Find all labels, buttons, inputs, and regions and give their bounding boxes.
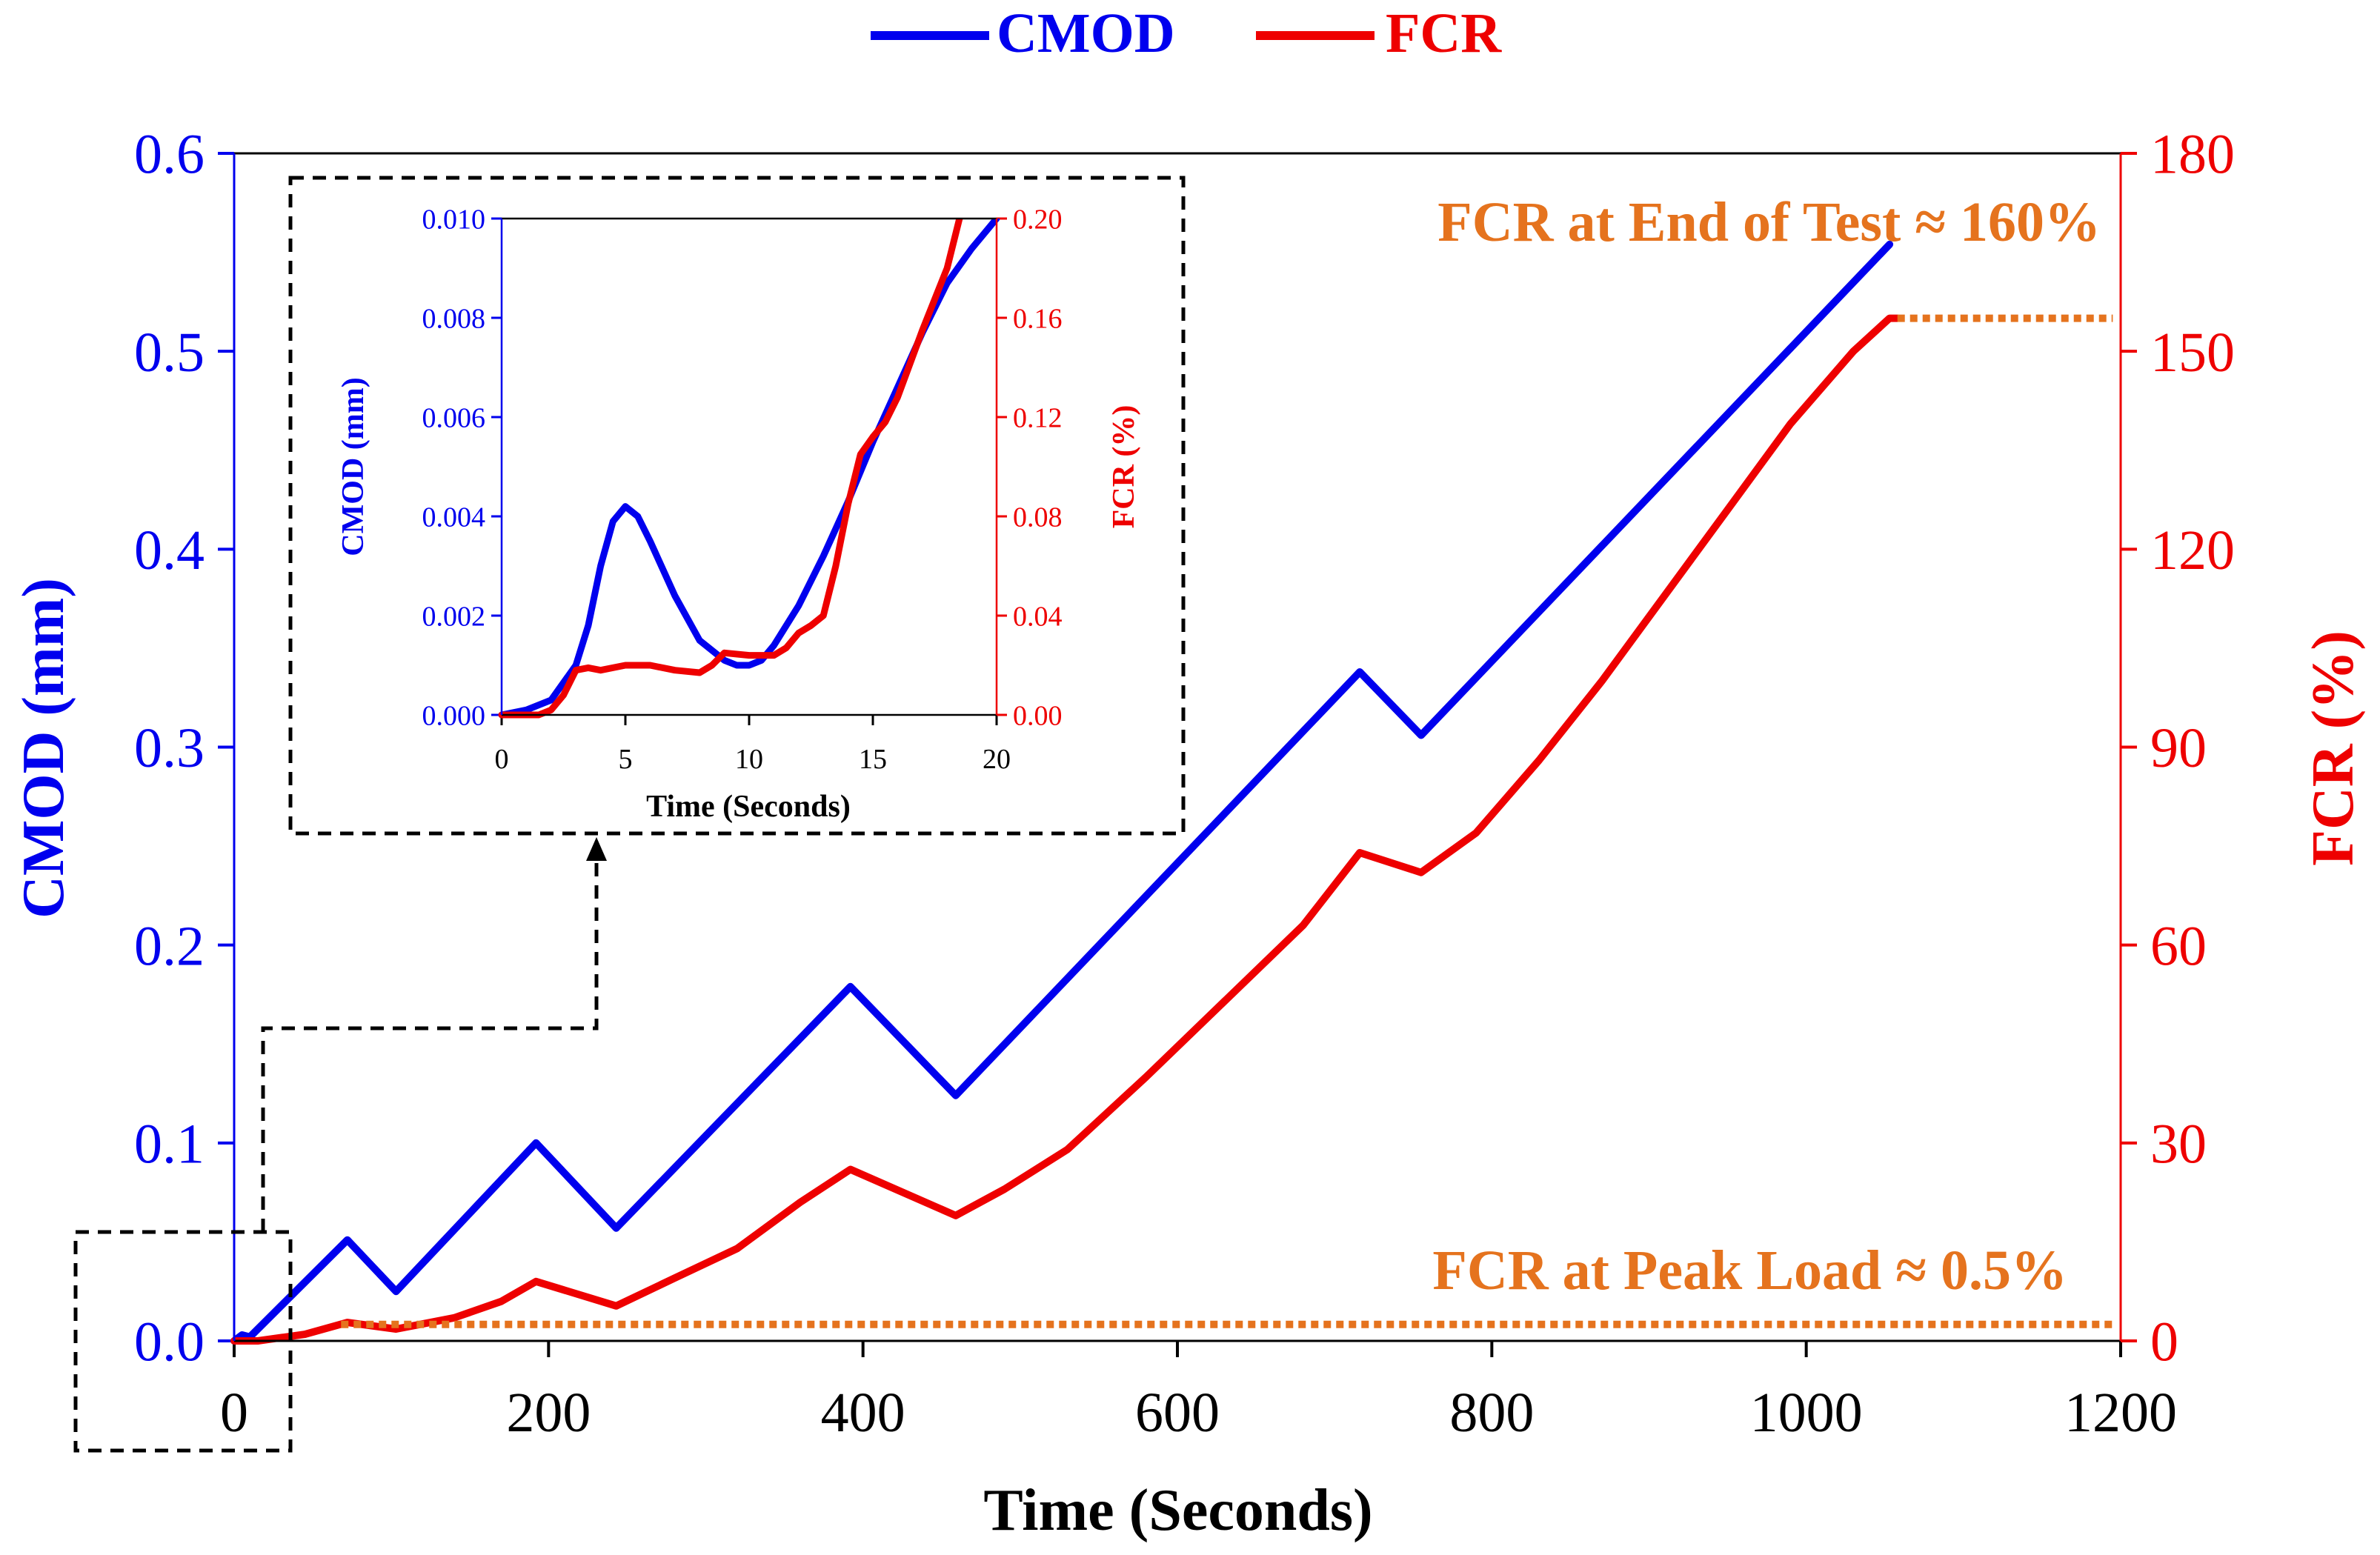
inset-y-left-tick-label: 0.008	[422, 303, 486, 334]
inset-x-tick-label: 15	[859, 744, 887, 775]
inset-y-right-tick-label: 0.00	[1013, 700, 1063, 731]
inset-x-tick-label: 20	[983, 744, 1011, 775]
main-y-right-tick-label: 120	[2150, 519, 2235, 582]
main-y-right-tick-label: 30	[2150, 1113, 2207, 1175]
inset-x-tick-label: 0	[495, 744, 509, 775]
main-chart: 0 200 400 600 800 1000 12000.00.10.20.30.40.50…	[11, 124, 2366, 1543]
main-x-tick-label: 1000	[1750, 1382, 1863, 1444]
inset-series	[498, 219, 1000, 719]
main-y-left-tick-label: 0.1	[134, 1113, 205, 1175]
legend-cmod-label: CMOD	[997, 2, 1175, 64]
inset-y-left-tick-label: 0.010	[422, 204, 486, 235]
inset-y-right-tick-label: 0.20	[1013, 204, 1063, 235]
main-y-right-tick-label: 150	[2150, 322, 2235, 384]
main-x-tick-label: 200	[506, 1382, 591, 1444]
main-x-tick-label: 1200	[2064, 1382, 2177, 1444]
inset-tick-labels: 0 5 10 15 20 0.000 0.002 0.004 0.006 0.008 0.010 0.…	[422, 204, 1063, 775]
legend-fcr-label: FCR	[1386, 2, 1502, 64]
main-series-fcr	[230, 314, 1901, 1345]
main-y-right-tick-label: 60	[2150, 915, 2207, 977]
inset-y-right-title: FCR (%)	[1107, 405, 1141, 529]
main-x-tick-label: 600	[1135, 1382, 1220, 1444]
main-series-cmod	[230, 240, 1894, 1345]
main-y-left-tick-label: 0.2	[134, 915, 205, 977]
annotations: FCR at End of Test ≈ 160% FCR at Peak Lo…	[341, 191, 2113, 1328]
inset-y-right-tick-label: 0.04	[1013, 601, 1063, 632]
main-y-right-tick-label: 0	[2150, 1311, 2178, 1373]
main-y-left-tick-label: 0.0	[134, 1311, 205, 1373]
zoom-connector	[261, 845, 599, 1232]
main-tick-labels: 0 200 400 600 800 1000 12000.00.10.20.30.40.50…	[134, 124, 2235, 1444]
inset-y-left-tick-label: 0.002	[422, 601, 486, 632]
main-y-left-tick-label: 0.4	[134, 519, 205, 582]
inset-y-right-tick-label: 0.12	[1013, 402, 1063, 433]
inset-series-cmod	[498, 219, 1000, 719]
main-y-left-tick-label: 0.6	[134, 124, 205, 186]
inset-frame	[500, 217, 998, 716]
zoom-source-box	[73, 1230, 293, 1453]
inset-y-left-tick-label: 0.006	[422, 402, 486, 433]
main-x-tick-label: 800	[1449, 1382, 1534, 1444]
main-y-left-title: CMOD (mm)	[11, 578, 76, 919]
main-y-right-title: FCR (%)	[2301, 630, 2366, 866]
peak-load-annotation: FCR at Peak Load ≈ 0.5%	[1432, 1239, 2067, 1302]
main-grid-and-ticks	[218, 152, 2137, 1357]
end-of-test-annotation: FCR at End of Test ≈ 160%	[1437, 191, 2101, 253]
inset-series-fcr	[498, 219, 963, 719]
inset-y-right-tick-label: 0.16	[1013, 303, 1063, 334]
zoom-arrow-head	[586, 837, 607, 861]
inset-x-axis-title: Time (Seconds)	[646, 790, 851, 824]
main-x-tick-label: 400	[821, 1382, 905, 1444]
zoom-callout	[73, 176, 1186, 1453]
main-x-tick-label: 0	[220, 1382, 248, 1444]
inset-x-tick-label: 10	[735, 744, 763, 775]
legend: CMOD FCR	[871, 2, 1502, 64]
inset-box	[288, 176, 1186, 836]
inset-y-left-tick-label: 0.004	[422, 502, 486, 533]
main-frame	[233, 152, 2122, 1342]
main-y-right-tick-label: 180	[2150, 124, 2235, 186]
main-y-right-tick-label: 90	[2150, 717, 2207, 779]
main-x-axis-title: Time (Seconds)	[983, 1478, 1372, 1543]
main-y-left-tick-label: 0.3	[134, 717, 205, 779]
inset-x-tick-label: 5	[619, 744, 633, 775]
main-y-left-tick-label: 0.5	[134, 322, 205, 384]
main-series	[230, 240, 1901, 1345]
inset-y-left-tick-label: 0.000	[422, 700, 486, 731]
inset-chart: 0 5 10 15 20 0.000 0.002 0.004 0.006 0.008 0.010 0.…	[336, 204, 1141, 824]
inset-y-right-tick-label: 0.08	[1013, 502, 1063, 533]
inset-y-left-title: CMOD (mm)	[336, 377, 370, 556]
